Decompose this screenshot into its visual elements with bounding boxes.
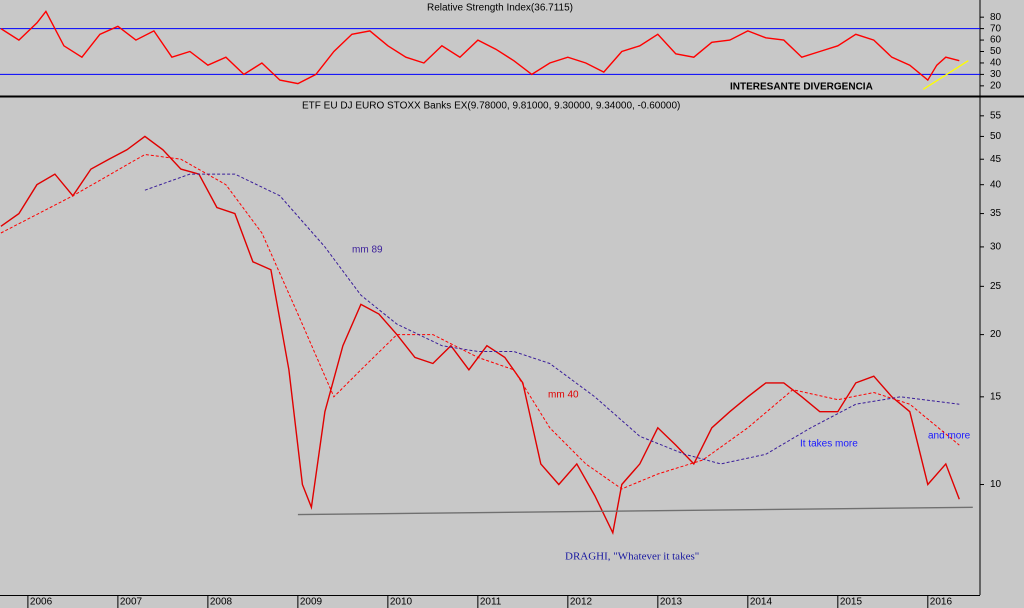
y-tick-label: 10 <box>990 479 1002 490</box>
y-tick-label: 70 <box>990 23 1002 34</box>
series-line <box>0 10 960 85</box>
x-tick-label: 2009 <box>300 597 323 608</box>
x-tick-label: 2013 <box>660 597 683 608</box>
x-tick-label: 2014 <box>750 597 773 608</box>
annotation: and more <box>928 431 971 442</box>
rsi-title: Relative Strength Index(36.7115) <box>427 3 573 14</box>
y-tick-label: 15 <box>990 391 1002 402</box>
x-tick-label: 2006 <box>30 597 53 608</box>
y-tick-label: 25 <box>990 281 1002 292</box>
x-tick-label: 2011 <box>480 597 502 608</box>
y-tick-label: 55 <box>990 110 1002 121</box>
y-tick-label: 35 <box>990 208 1002 219</box>
series-line <box>922 60 969 90</box>
x-tick-label: 2016 <box>930 597 953 608</box>
series-line <box>297 506 973 516</box>
x-tick-label: 2007 <box>120 597 143 608</box>
series-label: mm 89 <box>352 245 383 256</box>
annotation: DRAGHI, "Whatever it takes" <box>565 551 699 563</box>
y-tick-label: 80 <box>990 12 1002 23</box>
y-tick-label: 50 <box>990 131 1002 142</box>
y-tick-label: 20 <box>990 329 1002 340</box>
price-title: ETF EU DJ EURO STOXX Banks EX(9.78000, 9… <box>302 101 680 112</box>
annotation: It takes more <box>800 439 858 450</box>
y-tick-label: 40 <box>990 58 1002 69</box>
y-tick-label: 60 <box>990 35 1002 46</box>
x-tick-label: 2008 <box>210 597 233 608</box>
x-tick-label: 2010 <box>390 597 413 608</box>
y-tick-label: 20 <box>990 80 1002 91</box>
y-tick-label: 30 <box>990 242 1002 253</box>
y-tick-label: 45 <box>990 154 1002 165</box>
x-tick-label: 2015 <box>840 597 863 608</box>
series-label: mm 40 <box>548 390 579 401</box>
y-tick-label: 40 <box>990 179 1002 190</box>
y-tick-label: 30 <box>990 69 1002 80</box>
y-tick-label: 50 <box>990 46 1002 57</box>
series-line <box>0 153 960 490</box>
annotation: INTERESANTE DIVERGENCIA <box>730 82 873 93</box>
x-tick-label: 2012 <box>570 597 593 608</box>
